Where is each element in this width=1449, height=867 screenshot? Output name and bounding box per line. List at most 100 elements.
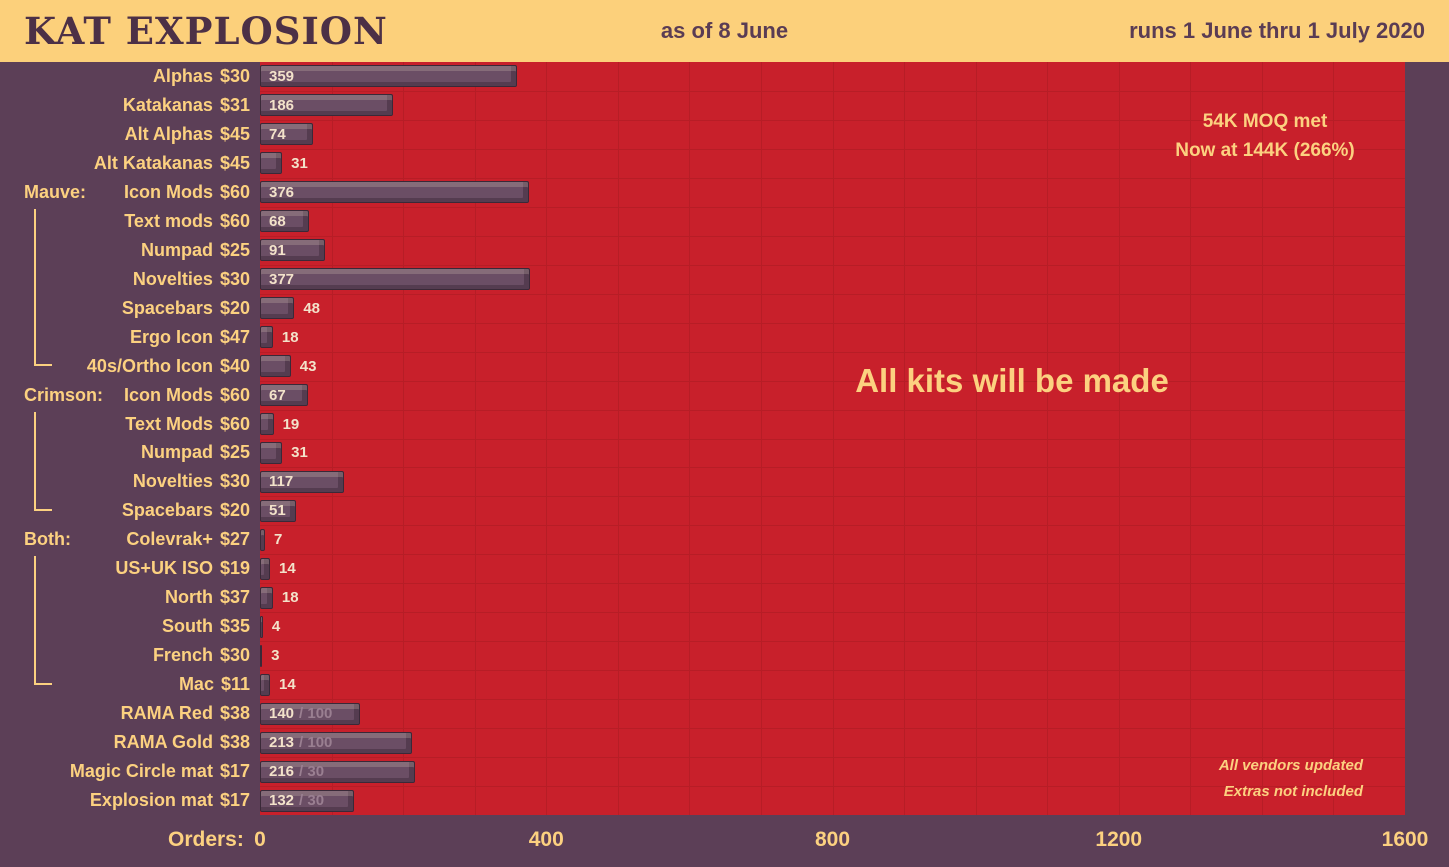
kit-name: Alt Alphas xyxy=(124,123,213,144)
bar xyxy=(260,470,344,493)
kit-price: $60 xyxy=(219,181,250,202)
kit-price: $19 xyxy=(219,558,250,579)
grid-line-horizontal xyxy=(260,90,1405,92)
grid-line-horizontal xyxy=(260,264,1405,266)
kit-name: South xyxy=(161,616,213,637)
axis-tick: 1600 xyxy=(1381,828,1429,851)
bar xyxy=(260,644,263,667)
kit-name: Alphas xyxy=(152,65,213,86)
kit-price: $60 xyxy=(219,210,250,231)
kit-price: $47 xyxy=(219,326,250,347)
order-count: 14 xyxy=(279,560,296,578)
row-label: Mac $11 xyxy=(0,670,260,699)
bar xyxy=(260,499,297,522)
bar-value: 359 xyxy=(269,62,294,91)
grid-line-horizontal xyxy=(260,235,1405,237)
cap-limit: / 100 xyxy=(299,705,333,723)
kit-name: Numpad xyxy=(140,442,213,463)
grid-line-horizontal xyxy=(260,438,1405,440)
row-label: Both: Colevrak+ $27 xyxy=(0,525,260,554)
order-count: 216 xyxy=(269,763,295,781)
order-count: 31 xyxy=(291,444,308,462)
row-label: Mauve: Icon Mods $60 xyxy=(0,178,260,207)
kit-name: Text mods xyxy=(124,210,213,231)
bar xyxy=(260,65,517,88)
bar xyxy=(260,384,308,407)
header-as-of-date: as of 8 June xyxy=(660,18,789,43)
row-label: Alphas $30 xyxy=(0,62,260,91)
bar-value: 43 xyxy=(300,352,317,381)
group-label: Crimson: xyxy=(24,384,104,405)
bar-value: 91 xyxy=(269,236,286,265)
kit-price: $17 xyxy=(219,790,250,810)
grid-line-horizontal xyxy=(260,728,1405,730)
order-count: 31 xyxy=(291,154,308,172)
row-label: South $35 xyxy=(0,612,260,641)
row-label: Alt Alphas $45 xyxy=(0,120,260,149)
bar-value: 51 xyxy=(269,496,286,525)
bar-value: 4 xyxy=(272,612,280,641)
bar xyxy=(260,615,263,638)
row-label: Text Mods $60 xyxy=(0,410,260,439)
row-label: Spacebars $20 xyxy=(0,294,260,323)
grid-line-horizontal xyxy=(260,119,1405,121)
order-count: 140 xyxy=(269,705,295,723)
bar xyxy=(260,731,413,754)
bar xyxy=(260,297,295,320)
kit-price: $60 xyxy=(219,384,250,405)
grid-line-horizontal xyxy=(260,322,1405,324)
grid-line-horizontal xyxy=(260,670,1405,672)
bar-value: 14 xyxy=(279,554,296,583)
kit-name: 40s/Ortho Icon xyxy=(86,355,213,376)
kit-name: Novelties xyxy=(132,268,213,289)
order-count: 4 xyxy=(271,618,281,636)
bar xyxy=(260,123,313,146)
kit-price: $17 xyxy=(219,761,250,782)
kit-name: Katakanas xyxy=(122,94,213,115)
bar-value: 18 xyxy=(282,323,299,352)
grid-line-horizontal xyxy=(260,612,1405,614)
row-label: Novelties $30 xyxy=(0,265,260,294)
bar-value: 67 xyxy=(269,381,286,410)
grid-line-horizontal xyxy=(260,467,1405,469)
group-bracket xyxy=(34,208,52,367)
kit-price: $45 xyxy=(219,123,250,144)
kit-name: Numpad xyxy=(140,239,213,260)
chart-area: 54K MOQ met Now at 144K (266%) All kits … xyxy=(260,62,1405,815)
order-count: 213 xyxy=(269,734,295,752)
bar-value: 74 xyxy=(269,120,286,149)
order-count: 48 xyxy=(303,299,321,317)
row-label: French $30 xyxy=(0,641,260,670)
kit-price: $20 xyxy=(219,500,250,521)
moq-annotation: 54K MOQ met Now at 144K (266%) xyxy=(1130,108,1400,165)
page-title: KAT EXPLOSION xyxy=(24,9,388,53)
bar xyxy=(260,268,530,291)
kit-price: $31 xyxy=(219,94,250,115)
header-date-range: runs 1 June thru 1 July 2020 xyxy=(1129,18,1425,43)
order-count: 68 xyxy=(269,212,286,230)
bar xyxy=(260,210,309,233)
kit-name: Text Mods xyxy=(125,413,213,434)
bar-value: 19 xyxy=(283,410,300,439)
group-label: Mauve: xyxy=(24,181,87,202)
x-axis: Orders: 0 400 800 1200 1600 xyxy=(0,815,1449,867)
kit-name: Icon Mods xyxy=(123,181,213,202)
grid-line-horizontal xyxy=(260,525,1405,527)
axis-tick: 1200 xyxy=(1095,828,1143,851)
bar-value: 7 xyxy=(274,525,282,554)
bar xyxy=(260,586,273,609)
bar xyxy=(260,528,265,551)
grid-line-horizontal xyxy=(260,554,1405,556)
grid-line-horizontal xyxy=(260,293,1405,295)
order-count: 3 xyxy=(271,647,280,665)
bar xyxy=(260,326,273,349)
grid-line-horizontal xyxy=(260,380,1405,382)
kit-price: $25 xyxy=(219,442,250,463)
kit-price: $38 xyxy=(219,703,250,724)
order-count: 18 xyxy=(281,328,299,346)
bar-value: 377 xyxy=(269,265,294,294)
bar xyxy=(260,355,291,378)
bar-value: 186 xyxy=(269,91,294,120)
bar xyxy=(260,94,394,117)
bar xyxy=(260,760,415,783)
